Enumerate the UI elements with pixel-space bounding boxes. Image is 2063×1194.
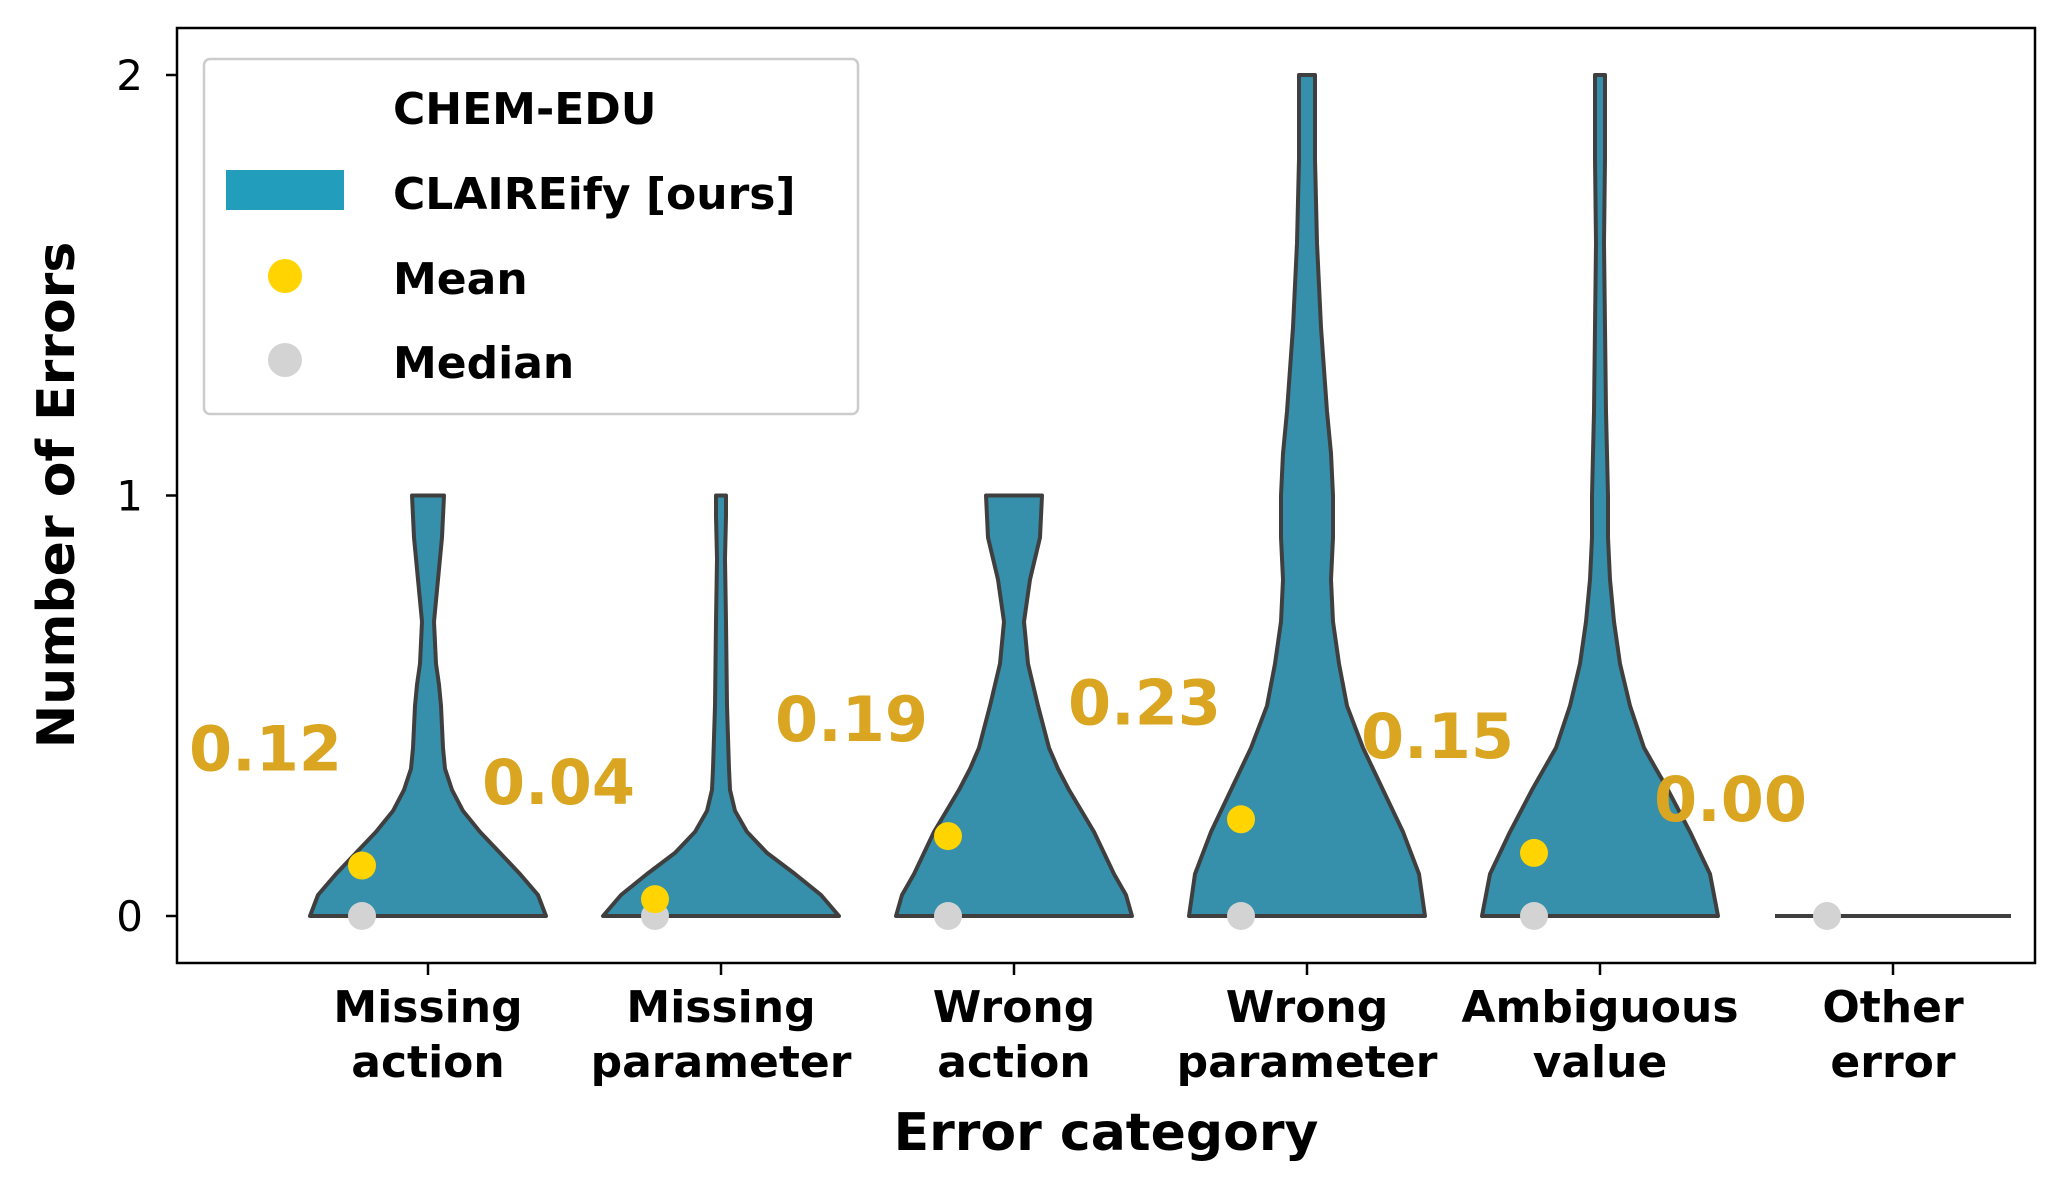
mean-value-label: 0.15 — [1361, 700, 1514, 773]
mean-value-label: 0.00 — [1654, 763, 1807, 836]
mean-value-label: 0.04 — [482, 746, 635, 819]
mean-value-label: 0.12 — [189, 713, 342, 786]
y-axis-title: Number of Errors — [27, 242, 87, 749]
median-marker — [348, 902, 376, 930]
median-marker — [1520, 902, 1548, 930]
x-tick-label: Wrong — [1226, 982, 1389, 1033]
violin-body — [308, 493, 548, 918]
x-tick-label: action — [937, 1037, 1090, 1088]
x-tick-label: parameter — [591, 1037, 852, 1088]
mean-value-label: 0.19 — [775, 683, 928, 756]
mean-value-label: 0.23 — [1068, 666, 1221, 739]
legend-box — [202, 57, 860, 416]
violin-body — [601, 493, 841, 918]
legend-violin-patch — [226, 170, 344, 210]
marker-group — [348, 805, 1841, 930]
mean-marker — [934, 822, 962, 851]
y-tick-label: 0 — [116, 892, 143, 941]
y-tick-label: 1 — [116, 472, 143, 521]
violin-body — [1480, 73, 1720, 918]
violin-group — [308, 73, 2011, 918]
median-marker — [934, 902, 962, 930]
x-tick-label: Missing — [626, 982, 815, 1033]
median-marker — [1813, 902, 1841, 930]
violin-body — [1187, 73, 1427, 918]
mean-marker — [641, 885, 669, 914]
mean-marker — [348, 851, 376, 880]
x-tick-label: parameter — [1177, 1037, 1438, 1088]
mean-marker — [1520, 838, 1548, 867]
mean-marker — [1227, 805, 1255, 834]
legend-label-violin: CLAIREify [ours] — [393, 169, 796, 220]
x-axis-title: Error category — [894, 1103, 1319, 1163]
violin-body — [894, 493, 1134, 918]
x-axis: MissingactionMissingparameterWrongaction… — [333, 963, 1964, 1088]
x-tick-label: value — [1533, 1037, 1668, 1088]
x-tick-label: Wrong — [933, 982, 1096, 1033]
x-tick-label: Ambiguous — [1461, 982, 1738, 1033]
legend-mean-marker — [268, 259, 302, 293]
y-axis: 0 1 2 — [116, 51, 177, 941]
x-tick-label: action — [351, 1037, 504, 1088]
legend-title: CHEM-EDU — [393, 84, 657, 135]
mean-label-group: 0.12 0.04 0.19 0.23 0.15 0.00 — [189, 666, 1807, 836]
legend-median-marker — [268, 343, 302, 377]
legend-label-mean: Mean — [393, 254, 528, 305]
x-tick-label: Other — [1822, 982, 1964, 1033]
x-tick-label: error — [1830, 1037, 1955, 1088]
x-tick-label: Missing — [333, 982, 522, 1033]
median-marker — [1227, 902, 1255, 930]
y-tick-label: 2 — [116, 51, 143, 100]
legend-label-median: Median — [393, 338, 574, 389]
legend: CHEM-EDU CLAIREify [ours] Mean Median — [202, 57, 860, 416]
